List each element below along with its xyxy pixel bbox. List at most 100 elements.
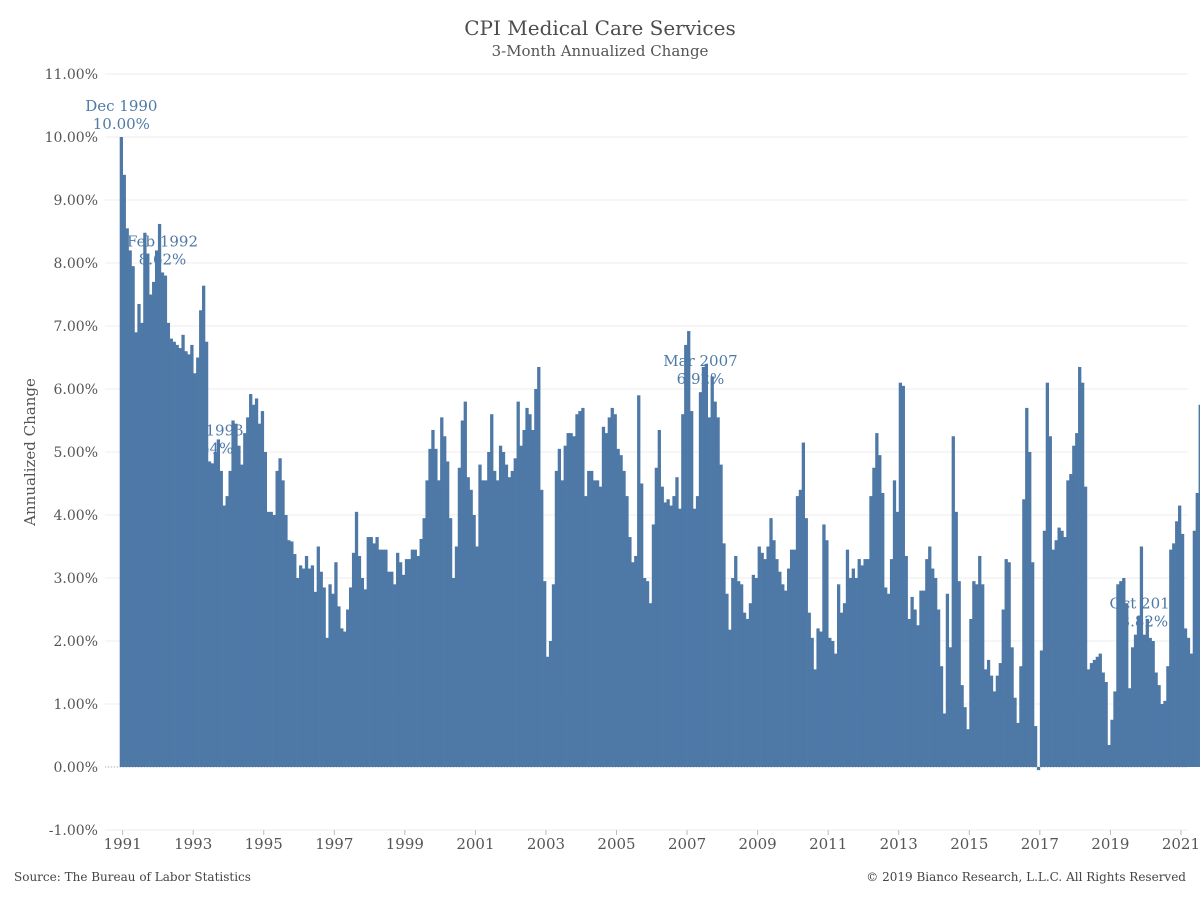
x-tick-label: 2007 (668, 835, 706, 853)
bar (592, 480, 597, 767)
bar (1178, 505, 1182, 767)
bar (125, 228, 129, 768)
bar (219, 470, 223, 767)
bar (804, 518, 808, 767)
bar (983, 669, 988, 767)
bar (375, 537, 379, 767)
bar (939, 666, 944, 767)
bar (419, 538, 423, 767)
bar (372, 543, 376, 767)
bar (1048, 436, 1052, 767)
bar (216, 439, 220, 767)
bar (478, 464, 482, 767)
bar (1072, 445, 1076, 767)
bar (299, 565, 303, 767)
bar (166, 322, 171, 767)
bar (854, 578, 858, 767)
bar (581, 407, 585, 767)
bar (484, 480, 488, 767)
bar (204, 341, 209, 767)
bar (989, 675, 994, 767)
bar (516, 401, 520, 767)
bar (1066, 480, 1070, 767)
bar (416, 555, 420, 767)
x-tick-label: 2013 (880, 835, 918, 853)
bar (963, 707, 967, 767)
bar (751, 574, 756, 767)
bar (828, 637, 832, 767)
bar (898, 382, 903, 767)
bar (834, 653, 838, 767)
bar (440, 417, 444, 767)
bar (825, 540, 829, 767)
annotation-date: Mar 2007 (663, 352, 737, 370)
bar (401, 574, 406, 767)
bar (1139, 546, 1144, 767)
bar (1104, 681, 1108, 767)
bar (366, 537, 370, 767)
bar (287, 540, 291, 767)
bar (645, 581, 650, 767)
annotation-value: 8.62% (139, 250, 187, 268)
bar (981, 584, 985, 767)
bar (681, 414, 685, 767)
annotation-value: 7.64% (186, 439, 234, 457)
bar (469, 489, 473, 767)
bar (545, 656, 550, 767)
bar (231, 420, 235, 767)
bar (634, 555, 638, 767)
bar (1160, 704, 1164, 767)
bar (795, 496, 800, 767)
bar (137, 303, 141, 767)
bar (975, 584, 979, 767)
bar (481, 480, 485, 767)
bar (1098, 653, 1102, 767)
bar (842, 603, 847, 767)
bar (1069, 474, 1073, 767)
bar (1180, 533, 1185, 767)
bar (998, 663, 1002, 767)
bar (660, 486, 664, 767)
bar (387, 571, 391, 767)
bar (1054, 540, 1058, 767)
bar (678, 508, 682, 767)
bar (669, 505, 673, 767)
bar (428, 448, 432, 767)
bar (892, 480, 897, 767)
bar (304, 555, 309, 767)
bar (557, 448, 562, 767)
bar (1116, 584, 1120, 767)
bar (737, 581, 741, 767)
bar (260, 411, 265, 767)
bar (207, 461, 212, 767)
bar (607, 417, 611, 767)
bar (698, 392, 703, 767)
bar (422, 518, 426, 767)
bar (748, 603, 753, 767)
y-tick-label: 4.00% (54, 508, 98, 524)
bar (1101, 672, 1105, 767)
bar (340, 628, 344, 767)
bar (1119, 581, 1123, 767)
bar (807, 612, 811, 767)
bar (1183, 628, 1188, 767)
bar (1078, 366, 1082, 767)
bar (931, 568, 935, 767)
bar (857, 559, 861, 767)
bar (1001, 609, 1005, 767)
x-tick-label: 2015 (950, 835, 988, 853)
bar (251, 404, 256, 767)
bar (745, 618, 750, 767)
bar (554, 470, 559, 767)
bar (775, 559, 779, 767)
bar (1113, 691, 1117, 767)
y-tick-label: 6.00% (54, 382, 98, 398)
bar (234, 423, 238, 767)
bar (942, 713, 947, 767)
bar (525, 407, 529, 767)
bar (642, 578, 647, 767)
bar (992, 691, 997, 767)
bar (1013, 697, 1017, 767)
bar (598, 486, 603, 767)
bar (498, 445, 503, 767)
